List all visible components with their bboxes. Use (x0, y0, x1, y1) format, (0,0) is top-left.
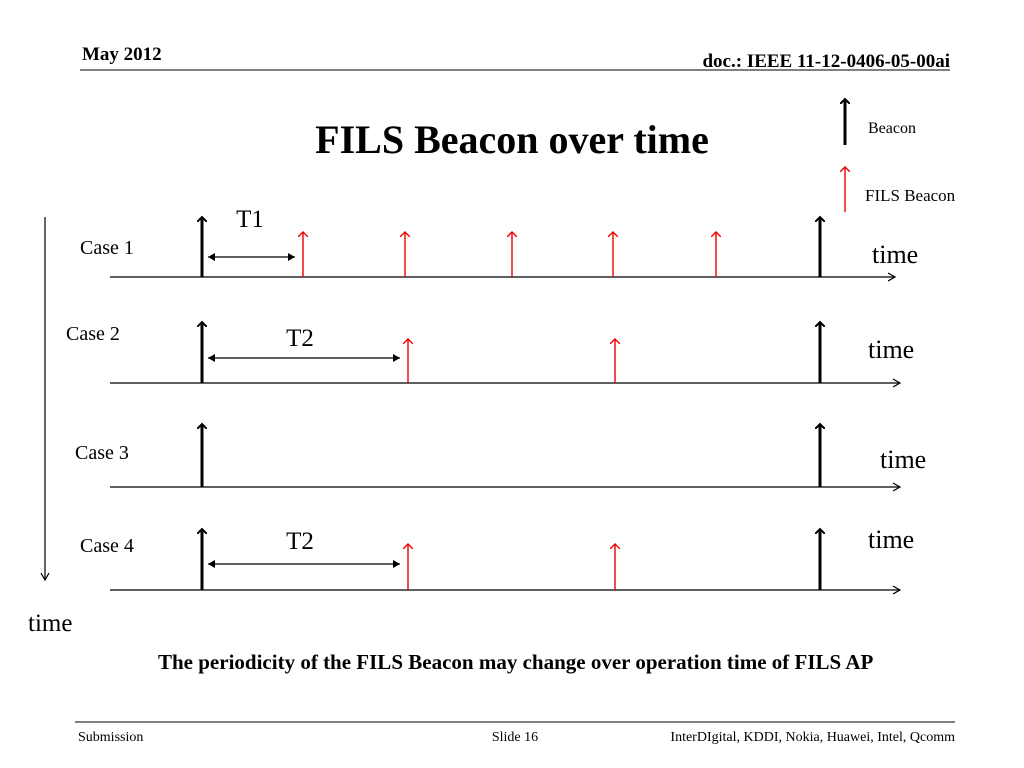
doc-id: doc.: IEEE 11-12-0406-05-00ai (702, 51, 950, 72)
footer-left: Submission (78, 730, 143, 745)
legend-beacon: Beacon (868, 120, 916, 137)
time-label: time (868, 335, 914, 364)
title: FILS Beacon over time (315, 117, 709, 162)
time-label: time (868, 525, 914, 554)
case-label: Case 3 (75, 442, 129, 464)
case-3: Case 3 time (75, 424, 926, 487)
case-2: T2 Case 2 time (66, 322, 914, 383)
case-4: T2 Case 4 time (80, 525, 914, 590)
footer-right: InterDIgital, KDDI, Nokia, Huawei, Intel… (670, 730, 955, 745)
time-label: time (880, 445, 926, 474)
interval-label: T2 (286, 325, 314, 352)
time-label: time (872, 240, 918, 269)
header: May 2012 doc.: IEEE 11-12-0406-05-00ai (80, 44, 950, 72)
vertical-axis-label: time (28, 610, 72, 637)
legend-fils: FILS Beacon (865, 186, 956, 205)
case-label: Case 1 (80, 237, 134, 259)
date: May 2012 (82, 44, 162, 65)
footer: Submission Slide 16 InterDIgital, KDDI, … (75, 721, 955, 745)
legend: Beacon FILS Beacon (845, 99, 956, 212)
case-1: T1 Case 1 time (80, 206, 918, 277)
interval-label: T1 (236, 206, 264, 233)
note: The periodicity of the FILS Beacon may c… (158, 650, 874, 674)
case-label: Case 4 (80, 535, 134, 557)
case-label: Case 2 (66, 323, 120, 345)
footer-center: Slide 16 (492, 730, 538, 745)
interval-label: T2 (286, 528, 314, 555)
